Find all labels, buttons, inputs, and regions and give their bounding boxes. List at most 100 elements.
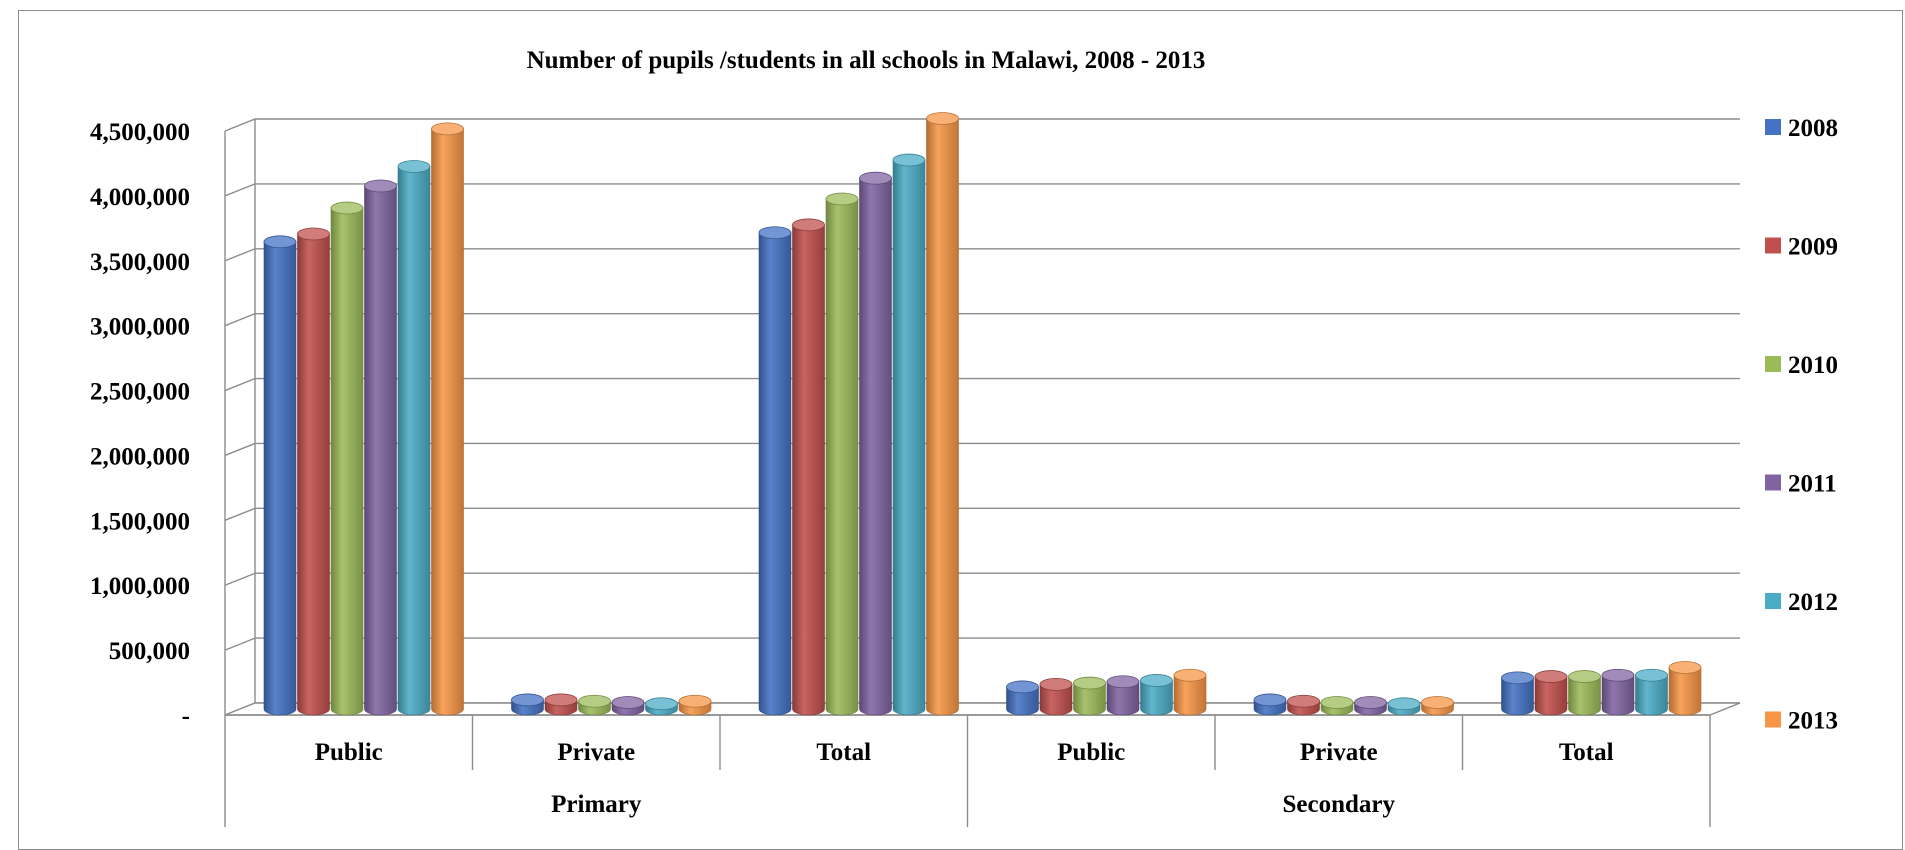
y-tick-label: 3,000,000: [90, 314, 190, 341]
bar-top: [678, 694, 712, 708]
bar-body: [1039, 684, 1073, 716]
chart-title: Number of pupils /students in all school…: [527, 47, 1206, 74]
y-tick-label: 1,000,000: [90, 573, 190, 600]
y-tick-label: 500,000: [109, 638, 190, 665]
bar-body: [1501, 677, 1534, 716]
bar: [1173, 668, 1207, 716]
gridline-diagonal: [224, 507, 256, 521]
bar-top: [578, 694, 611, 708]
bar-top: [1601, 668, 1635, 682]
bar: [263, 235, 297, 716]
bar: [1039, 677, 1073, 716]
bar: [1668, 661, 1702, 716]
bar: [758, 226, 792, 716]
bar: [1106, 675, 1140, 716]
bar: [926, 112, 959, 716]
y-tick-label: -: [182, 703, 190, 730]
legend-label: 2010: [1788, 352, 1838, 379]
bar: [1354, 696, 1387, 716]
legend-label: 2012: [1788, 589, 1838, 616]
bar-top: [1421, 696, 1454, 709]
bar-top: [1501, 671, 1534, 685]
y-tick-label: 2,000,000: [90, 443, 190, 470]
bar-top: [792, 218, 825, 232]
bar-top: [1173, 668, 1207, 682]
bar: [364, 179, 397, 716]
bar-top: [1039, 677, 1073, 691]
bar-top: [892, 153, 926, 167]
legend-swatch: [1765, 119, 1781, 135]
bar-top: [1534, 670, 1568, 683]
bar-top: [330, 201, 364, 215]
legend: 2008 2009 2010 2011 2012 2013: [1765, 115, 1838, 735]
x-tick-label: Public: [315, 739, 383, 766]
bar-body: [792, 224, 825, 716]
bar-body: [859, 177, 892, 716]
gridline-diagonal: [224, 183, 256, 197]
bar-top: [758, 226, 792, 240]
bar: [1387, 697, 1421, 716]
gridline-diagonal: [224, 248, 256, 262]
x-tick-label: Total: [1559, 739, 1614, 766]
bar: [1421, 696, 1454, 716]
bar-body: [1140, 680, 1173, 716]
y-tick-label: 3,500,000: [90, 249, 190, 276]
bar-top: [825, 192, 859, 206]
bar-body: [1106, 681, 1140, 716]
legend-label: 2009: [1788, 234, 1838, 261]
legend-label: 2011: [1788, 471, 1837, 498]
bar: [397, 160, 431, 716]
bars: [263, 112, 1702, 716]
bar-top: [511, 693, 544, 707]
legend-item: 2012: [1765, 589, 1838, 616]
bar-body: [825, 198, 859, 716]
bar: [1601, 668, 1635, 716]
bar: [1501, 671, 1534, 716]
bar-top: [263, 235, 297, 249]
bar-chart: Number of pupils /students in all school…: [90, 47, 1838, 827]
bar-top: [364, 179, 397, 193]
bar: [892, 153, 926, 716]
bar: [645, 697, 678, 716]
bar-top: [544, 693, 578, 707]
bar-top: [1387, 697, 1421, 711]
bar-top: [1073, 676, 1106, 690]
legend-item: 2011: [1765, 471, 1837, 498]
bar-top: [1354, 696, 1387, 709]
legend-swatch: [1765, 593, 1781, 609]
bar-top: [1106, 675, 1140, 689]
bar: [1287, 694, 1320, 716]
bar: [1534, 670, 1568, 716]
bar: [1320, 696, 1354, 716]
bar-top: [1287, 694, 1320, 708]
y-tick-label: 1,500,000: [90, 508, 190, 535]
bar: [431, 122, 464, 716]
legend-swatch: [1765, 474, 1781, 491]
bar-body: [1635, 674, 1668, 716]
bar-body: [1601, 674, 1635, 716]
bar-top: [1320, 696, 1354, 709]
legend-item: 2008: [1765, 115, 1838, 142]
gridline-diagonal: [224, 572, 256, 586]
bar-body: [892, 159, 926, 716]
gridline-diagonal: [224, 377, 256, 392]
bar-body: [1668, 667, 1702, 716]
bar-top: [926, 112, 959, 125]
x-tick-label: Total: [816, 739, 871, 766]
bar: [792, 218, 825, 716]
bar: [330, 201, 364, 716]
bar: [1635, 668, 1668, 716]
y-tick-label: 4,000,000: [90, 184, 190, 211]
axis-labels: - 500,000 1,000,000 1,500,000 2,000,000 2,500…: [90, 119, 1614, 818]
bar-top: [859, 171, 892, 185]
bar-body: [1073, 682, 1106, 716]
bar-top: [611, 696, 645, 709]
bar: [825, 192, 859, 716]
bar: [544, 693, 578, 716]
legend-swatch: [1765, 356, 1781, 372]
bar-body: [397, 166, 431, 716]
bar: [1006, 680, 1039, 716]
bar: [859, 171, 892, 716]
legend-item: 2010: [1765, 352, 1838, 379]
bar-top: [1140, 674, 1173, 687]
